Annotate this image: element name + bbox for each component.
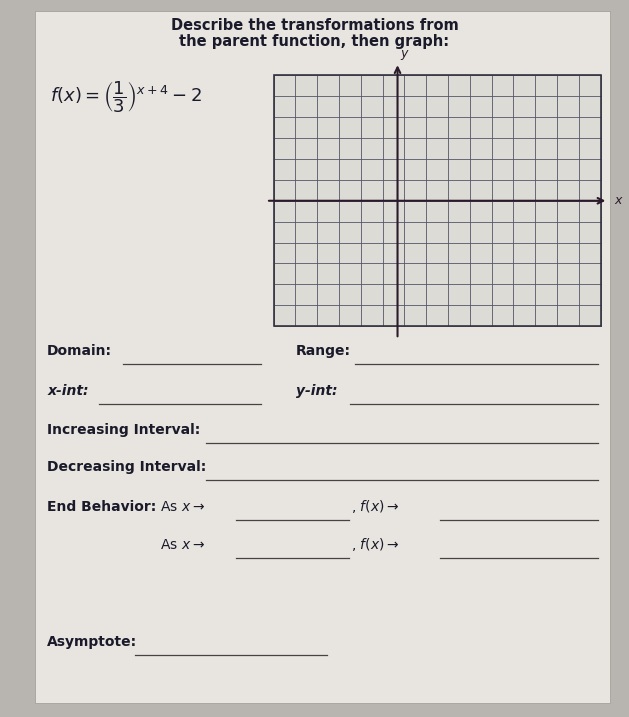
Text: , $f(x)\rightarrow$: , $f(x)\rightarrow$ xyxy=(351,498,399,516)
Text: x: x xyxy=(615,194,622,207)
Bar xyxy=(274,75,601,326)
Text: As $x\rightarrow$: As $x\rightarrow$ xyxy=(160,538,205,552)
Text: y: y xyxy=(401,47,408,60)
Text: As $x\rightarrow$: As $x\rightarrow$ xyxy=(160,500,205,514)
Text: Range:: Range: xyxy=(296,344,350,358)
Text: Domain:: Domain: xyxy=(47,344,112,358)
Text: Describe the transformations from: Describe the transformations from xyxy=(170,18,459,33)
Text: Asymptote:: Asymptote: xyxy=(47,635,137,649)
Text: y-int:: y-int: xyxy=(296,384,337,398)
Bar xyxy=(274,75,601,326)
Text: , $f(x)\rightarrow$: , $f(x)\rightarrow$ xyxy=(351,536,399,554)
Text: the parent function, then graph:: the parent function, then graph: xyxy=(179,34,450,49)
FancyBboxPatch shape xyxy=(35,11,610,703)
Text: Increasing Interval:: Increasing Interval: xyxy=(47,423,201,437)
Text: $f(x)=\left(\dfrac{1}{3}\right)^{x+4}-2$: $f(x)=\left(\dfrac{1}{3}\right)^{x+4}-2$ xyxy=(50,79,202,115)
Text: End Behavior:: End Behavior: xyxy=(47,500,157,514)
Text: x-int:: x-int: xyxy=(47,384,89,398)
Text: Decreasing Interval:: Decreasing Interval: xyxy=(47,460,206,475)
